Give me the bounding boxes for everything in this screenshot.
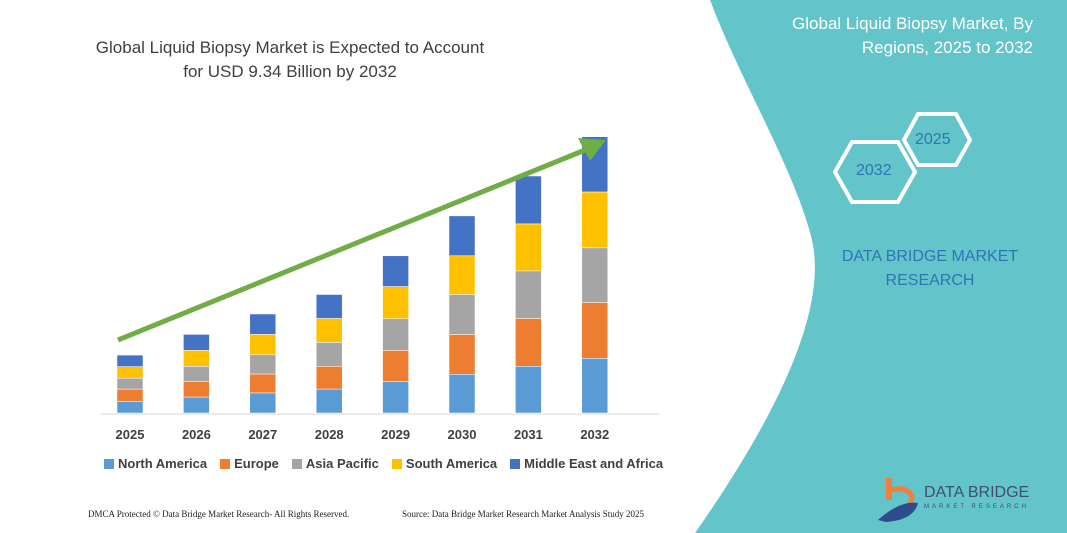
bar-segment-2032-asia-pacific xyxy=(581,247,609,303)
panel-title: Global Liquid Biopsy Market, By Regions,… xyxy=(792,14,1033,57)
bar-segment-2028-europe xyxy=(315,366,343,390)
growth-arrow-icon xyxy=(117,138,606,343)
chart-title: Global Liquid Biopsy Market is Expected … xyxy=(95,38,485,81)
bar-segment-2027-asia-pacific xyxy=(249,354,277,375)
x-tick-label: 2030 xyxy=(448,427,477,442)
logo-subtitle: MARKET RESEARCH xyxy=(924,504,1029,510)
bar-segment-2029-south-america xyxy=(382,286,409,319)
legend: North America Europe Asia Pacific South … xyxy=(104,456,663,471)
legend-label: Europe xyxy=(234,456,279,471)
x-tick-label: 2032 xyxy=(580,427,609,442)
bar-segment-2025-asia-pacific xyxy=(116,377,144,390)
legend-swatch xyxy=(291,458,302,469)
x-tick-label: 2029 xyxy=(381,427,410,442)
x-tick-label: 2026 xyxy=(182,427,211,442)
bar-segment-2027-south-america xyxy=(249,334,277,356)
bar-segment-2032-europe xyxy=(581,302,609,359)
bar-segment-2031-north-america xyxy=(515,366,542,414)
legend-swatch xyxy=(510,458,521,469)
bar-segment-2028-middle-east-and-africa xyxy=(315,294,343,319)
bar-segment-2030-south-america xyxy=(448,255,476,295)
bar-segment-2026-middle-east-and-africa xyxy=(183,334,210,351)
hex-label-2032: 2032 xyxy=(856,162,892,179)
bar-segment-2029-north-america xyxy=(382,381,409,414)
legend-swatch xyxy=(104,458,114,469)
bar-segment-2025-europe xyxy=(116,388,144,402)
bar-segment-2027-north-america xyxy=(249,392,277,414)
bar-segment-2029-middle-east-and-africa xyxy=(382,255,409,287)
bar-segment-2029-europe xyxy=(382,350,409,382)
legend-item-south-america: South America xyxy=(391,456,498,471)
bar-segment-2032-south-america xyxy=(581,191,609,249)
bar-segment-2025-south-america xyxy=(116,366,144,379)
bar-segment-2026-south-america xyxy=(183,350,210,367)
x-tick-label: 2025 xyxy=(116,427,145,442)
bar-segment-2026-asia-pacific xyxy=(183,366,210,382)
bar-segment-2028-south-america xyxy=(315,318,343,343)
bar-segment-2028-north-america xyxy=(315,388,343,414)
bar-segment-2030-europe xyxy=(448,334,476,375)
bar-segment-2030-north-america xyxy=(448,374,476,414)
legend-swatch xyxy=(220,458,231,469)
hexagon-2025 xyxy=(901,112,973,167)
bar-segment-2032-north-america xyxy=(581,358,609,414)
bar-segment-2030-middle-east-and-africa xyxy=(448,215,476,257)
bar-segment-2030-asia-pacific xyxy=(448,294,476,335)
x-tick-label: 2027 xyxy=(248,427,277,442)
bar-segment-2029-asia-pacific xyxy=(382,318,409,351)
footer-source: Source: Data Bridge Market Research Mark… xyxy=(402,509,644,519)
bar-segment-2025-north-america xyxy=(116,401,144,414)
hexagon-2032 xyxy=(832,140,918,204)
legend-item-asia-pacific: Asia Pacific xyxy=(291,456,379,471)
legend-item-europe: Europe xyxy=(220,456,279,471)
footer-copyright: DMCA Protected © Data Bridge Market Rese… xyxy=(88,509,350,519)
bar-segment-2031-europe xyxy=(515,318,542,367)
legend-label: North America xyxy=(118,456,208,471)
x-tick-label: 2031 xyxy=(514,427,543,442)
bar-segment-2031-south-america xyxy=(515,223,542,272)
bar-segment-2031-asia-pacific xyxy=(515,270,542,319)
legend-label: Middle East and Africa xyxy=(524,456,664,471)
bar-segment-2031-middle-east-and-africa xyxy=(515,175,542,225)
legend-label: South America xyxy=(405,456,498,471)
bar-segment-2025-middle-east-and-africa xyxy=(116,354,144,367)
bar-segment-2028-asia-pacific xyxy=(315,342,343,367)
legend-item-north-america: North America xyxy=(104,456,207,471)
bar-segment-2026-europe xyxy=(183,381,210,398)
logo-icon xyxy=(878,478,918,522)
legend-swatch xyxy=(391,458,402,469)
logo-name: DATA BRIDGE xyxy=(924,484,1030,501)
bar-segment-2026-north-america xyxy=(183,396,210,414)
teal-panel xyxy=(695,0,1067,533)
bar-segment-2027-middle-east-and-africa xyxy=(249,313,277,335)
x-tick-label: 2028 xyxy=(315,427,344,442)
legend-label: Asia Pacific xyxy=(305,456,379,471)
legend-item-mea: Middle East and Africa xyxy=(510,456,663,471)
bar-segment-2027-europe xyxy=(249,373,277,394)
hex-label-2025: 2025 xyxy=(915,131,951,148)
brand-text: DATA BRIDGE MARKET RESEARCH xyxy=(841,248,1019,289)
